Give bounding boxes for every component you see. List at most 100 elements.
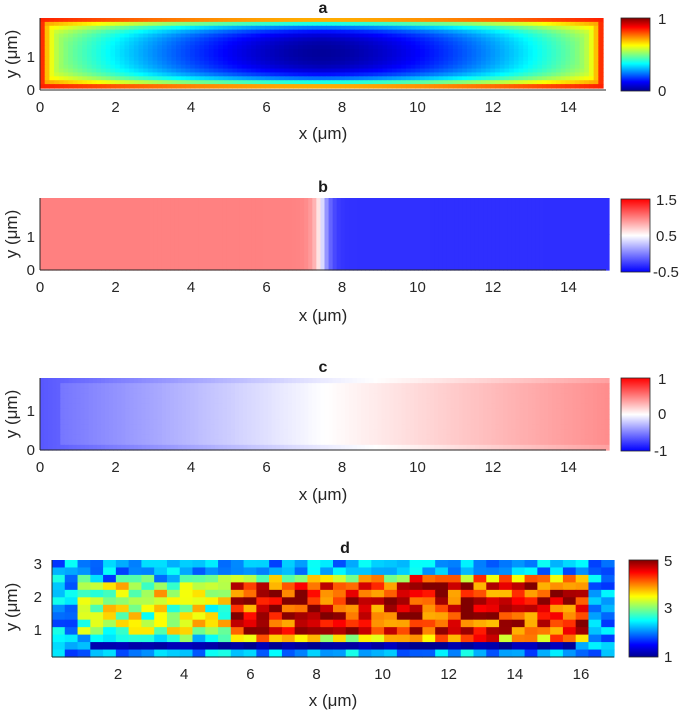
panel-d-cell <box>562 574 577 583</box>
panel-c-cell <box>401 388 407 395</box>
panel-a-cell <box>405 68 412 74</box>
panel-a-cell <box>265 53 271 58</box>
panel-a-cell <box>157 72 163 77</box>
panel-d-cell <box>52 634 66 643</box>
panel-b-cell <box>165 234 171 271</box>
panel-a-cell <box>527 49 534 54</box>
panel-a-cell <box>133 37 140 42</box>
panel-a-cell <box>485 53 491 58</box>
panel-c-cell <box>552 393 557 400</box>
panel-c-cell <box>222 398 228 405</box>
panel-a-cell <box>509 56 515 62</box>
panel-a-cell <box>532 72 538 77</box>
panel-c-cell <box>141 424 147 431</box>
panel-a-cell <box>518 25 524 31</box>
panel-a-cell <box>391 25 398 31</box>
panel-a-cell <box>434 80 440 85</box>
panel-a-cell <box>58 37 65 42</box>
panel-d-cell <box>307 560 321 569</box>
panel-d-cell <box>345 560 360 569</box>
panel-a-cell <box>448 29 454 35</box>
panel-c-cell <box>96 408 102 415</box>
panel-b-cell <box>283 198 289 235</box>
panel-d-cell <box>154 567 168 576</box>
panel-c-cell <box>291 424 297 431</box>
panel-c-cell <box>552 378 557 384</box>
panel-a-cell <box>570 64 576 70</box>
panel-c-cell <box>377 434 382 441</box>
panel-c-cell <box>279 419 285 425</box>
panel-a-cell <box>218 80 224 85</box>
panel-a-cell <box>344 64 351 70</box>
panel-c-cell <box>76 419 82 425</box>
panel-b-cell <box>251 234 256 271</box>
panel-c-cell <box>381 408 387 415</box>
panel-d-cell <box>64 634 79 643</box>
panel-c-cell <box>88 444 94 451</box>
panel-c-cell <box>527 388 533 395</box>
panel-a-cell <box>542 76 548 81</box>
panel-a-cell <box>161 21 168 27</box>
panel-a-cell <box>368 72 374 77</box>
panel-d-cell <box>396 619 411 628</box>
panel-c-cell <box>214 444 220 451</box>
panel-c-cell <box>543 403 549 410</box>
panel-c-cell <box>214 429 220 436</box>
panel-c-cell <box>259 439 265 446</box>
panel-a-cell <box>180 49 187 54</box>
panel-a-cell <box>344 56 351 62</box>
panel-a-cell <box>462 18 468 23</box>
panel-a-cell <box>143 53 149 58</box>
panel-a-cell <box>133 45 140 50</box>
panel-a-cell <box>420 80 426 85</box>
panel-c-cell <box>515 408 521 415</box>
panel-c-cell <box>450 444 456 451</box>
panel-c-cell <box>417 378 423 384</box>
panel-c-cell <box>251 393 256 400</box>
panel-c-cell <box>491 429 496 436</box>
panel-c-cell <box>283 378 289 384</box>
panel-c-cell <box>255 429 261 436</box>
panel-c-cell <box>450 429 456 436</box>
panel-a-cell <box>218 68 224 74</box>
panel-a-cell <box>260 53 266 58</box>
panel-c-cell <box>584 383 590 389</box>
panel-c-cell <box>48 393 53 400</box>
panel-a-cell <box>251 60 257 66</box>
panel-c-cell <box>523 408 529 415</box>
panel-c-cell <box>438 434 443 441</box>
panel-c-cell <box>48 383 53 389</box>
panel-a-cell <box>513 29 520 35</box>
panel-d-cell <box>141 627 155 636</box>
panel-c-cell <box>580 398 586 405</box>
panel-d-cell <box>243 567 257 576</box>
panel-c-cell <box>178 408 183 415</box>
panel-c-cell <box>226 439 232 446</box>
panel-c-cell <box>466 434 472 441</box>
panel-c-cell <box>48 439 53 446</box>
panel-c-cell <box>105 429 110 436</box>
panel-a-cell <box>457 49 463 54</box>
panel-c-cell <box>511 383 517 389</box>
panel-c-cell <box>121 398 126 405</box>
panel-a-cell <box>307 80 313 85</box>
panel-c-cell <box>76 403 82 410</box>
panel-c-cell <box>267 378 273 384</box>
panel-d-cell <box>422 619 436 628</box>
panel-c-cell <box>324 378 330 384</box>
panel-c-cell <box>462 393 468 400</box>
panel-a-cell <box>237 25 243 31</box>
panel-c-cell <box>153 388 159 395</box>
panel-a-cell <box>274 80 280 85</box>
panel-a-cell <box>471 29 477 35</box>
panel-a-cell <box>171 33 177 39</box>
panel-b-cell <box>454 198 460 235</box>
panel-a-cell <box>274 64 280 70</box>
panel-a-cell <box>349 53 355 58</box>
panel-c-cell <box>255 414 261 420</box>
panel-c-cell <box>503 414 508 420</box>
panel-a-cell <box>232 64 238 70</box>
panel-a-cell <box>279 37 285 42</box>
panel-a-cell <box>302 21 309 27</box>
panel-c-cell <box>552 403 557 410</box>
